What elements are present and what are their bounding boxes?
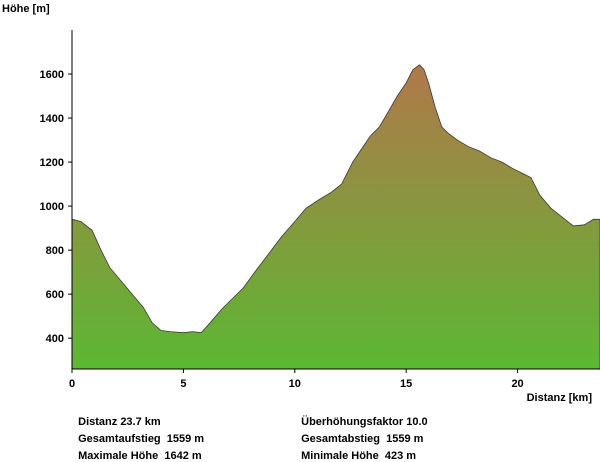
stat-total-ascent: Gesamtaufstieg 1559 m: [72, 421, 204, 445]
stat-max-elevation: Maximale Höhe 1642 m: [72, 438, 202, 462]
x-tick-label: 5: [180, 378, 186, 390]
stat-max-elevation-label: Maximale Höhe: [78, 450, 159, 462]
y-tick-label: 1200: [40, 157, 64, 169]
stat-distance-value: 23.7 km: [120, 416, 161, 428]
stat-total-descent-value: 1559 m: [386, 433, 424, 445]
stat-min-elevation: Minimale Höhe 423 m: [295, 438, 416, 462]
stat-min-elevation-value: 423 m: [384, 450, 417, 462]
stat-total-descent: Gesamtabstieg 1559 m: [295, 421, 423, 445]
stat-total-descent-label: Gesamtabstieg: [301, 433, 380, 445]
y-tick-label: 1600: [40, 69, 64, 81]
y-tick-label: 800: [46, 245, 64, 257]
stat-total-ascent-label: Gesamtaufstieg: [78, 433, 161, 445]
stat-exaggeration: Überhöhungsfaktor 10.0: [295, 404, 428, 428]
y-tick-label: 1400: [40, 113, 64, 125]
y-tick-label: 600: [46, 289, 64, 301]
stat-min-elevation-label: Minimale Höhe: [301, 450, 379, 462]
stat-max-elevation-value: 1642 m: [164, 450, 202, 462]
stat-total-ascent-value: 1559 m: [166, 433, 205, 445]
y-tick-label: 400: [46, 333, 64, 345]
stat-distance: Distanz 23.7 km: [72, 404, 161, 428]
elevation-area: [71, 64, 600, 370]
x-axis-label: Distanz [km]: [527, 392, 593, 404]
y-axis-label: Höhe [m]: [2, 3, 50, 15]
y-tick-label: 1000: [40, 201, 64, 213]
stat-exaggeration-value: 10.0: [406, 416, 428, 428]
stat-distance-label: Distanz: [78, 416, 118, 428]
x-tick-label: 20: [511, 378, 523, 390]
x-tick-label: 0: [69, 378, 75, 390]
x-tick-label: 15: [400, 378, 412, 390]
stat-exaggeration-label: Überhöhungsfaktor: [301, 416, 404, 428]
x-tick-label: 10: [289, 378, 301, 390]
